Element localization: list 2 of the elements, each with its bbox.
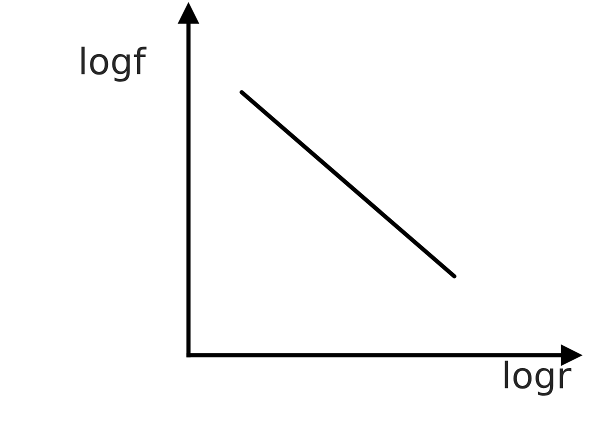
x-axis-title: logr (504, 360, 572, 396)
y-axis-title: logf (81, 46, 146, 82)
